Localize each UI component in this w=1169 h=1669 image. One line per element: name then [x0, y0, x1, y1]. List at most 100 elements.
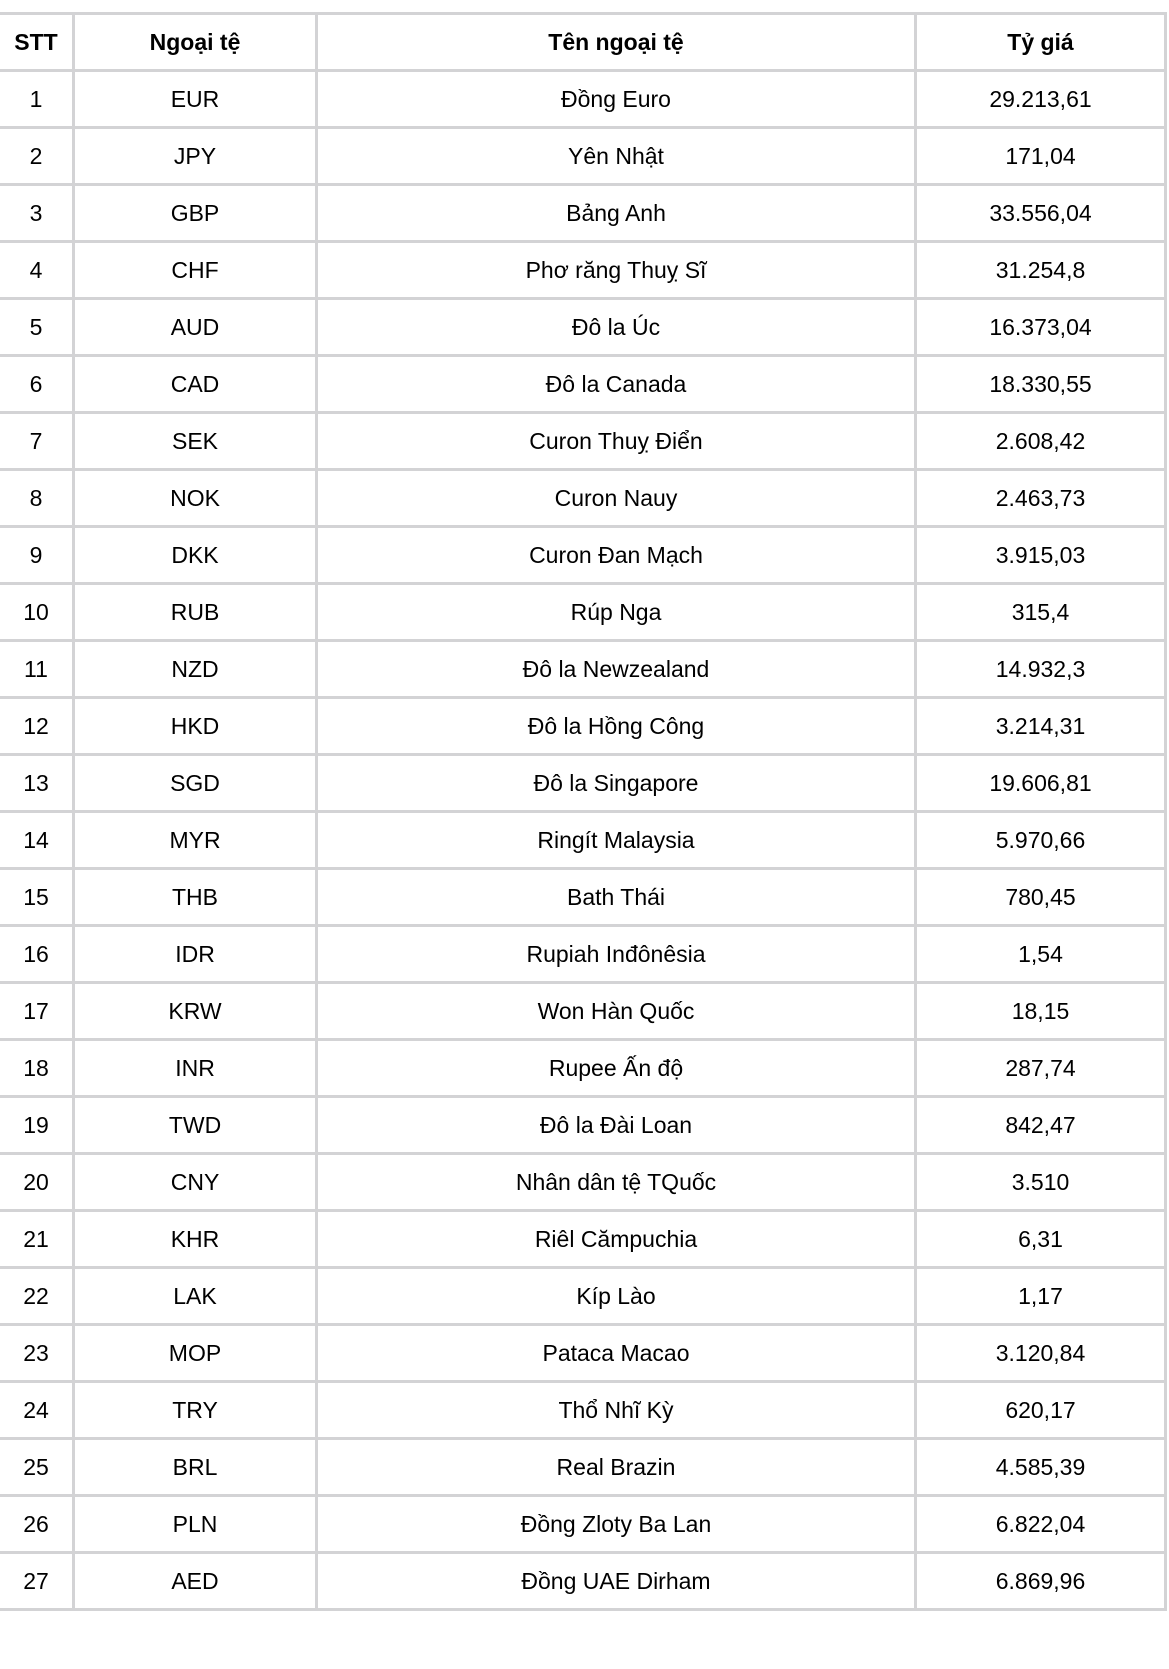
cell-stt: 14: [0, 810, 75, 870]
cell-currency-code: SEK: [72, 411, 318, 471]
cell-currency-name: Curon Nauy: [315, 468, 917, 528]
cell-currency-code: TWD: [72, 1095, 318, 1155]
cell-exchange-rate: 315,4: [914, 582, 1167, 642]
cell-exchange-rate: 3.214,31: [914, 696, 1167, 756]
cell-currency-name: Bath Thái: [315, 867, 917, 927]
cell-currency-code: EUR: [72, 69, 318, 129]
table-row: 26 PLN Đồng Zloty Ba Lan 6.822,04: [0, 1494, 1167, 1554]
table-row: 7 SEK Curon Thuỵ Điển 2.608,42: [0, 411, 1167, 471]
cell-currency-code: CHF: [72, 240, 318, 300]
cell-currency-name: Curon Đan Mạch: [315, 525, 917, 585]
cell-exchange-rate: 287,74: [914, 1038, 1167, 1098]
cell-exchange-rate: 3.120,84: [914, 1323, 1167, 1383]
cell-currency-name: Đô la Hồng Công: [315, 696, 917, 756]
cell-stt: 13: [0, 753, 75, 813]
cell-exchange-rate: 4.585,39: [914, 1437, 1167, 1497]
table-row: 9 DKK Curon Đan Mạch 3.915,03: [0, 525, 1167, 585]
cell-exchange-rate: 6.869,96: [914, 1551, 1167, 1611]
table-row: 17 KRW Won Hàn Quốc 18,15: [0, 981, 1167, 1041]
cell-currency-name: Real Brazin: [315, 1437, 917, 1497]
cell-stt: 18: [0, 1038, 75, 1098]
table-row: 16 IDR Rupiah Inđônêsia 1,54: [0, 924, 1167, 984]
cell-currency-name: Thổ Nhĩ Kỳ: [315, 1380, 917, 1440]
cell-exchange-rate: 19.606,81: [914, 753, 1167, 813]
cell-currency-code: JPY: [72, 126, 318, 186]
table-row: 27 AED Đồng UAE Dirham 6.869,96: [0, 1551, 1167, 1611]
cell-stt: 2: [0, 126, 75, 186]
cell-currency-code: CNY: [72, 1152, 318, 1212]
cell-stt: 7: [0, 411, 75, 471]
table-row: 22 LAK Kíp Lào 1,17: [0, 1266, 1167, 1326]
table-row: 5 AUD Đô la Úc 16.373,04: [0, 297, 1167, 357]
cell-currency-code: KHR: [72, 1209, 318, 1269]
cell-currency-code: MYR: [72, 810, 318, 870]
cell-exchange-rate: 18,15: [914, 981, 1167, 1041]
cell-stt: 5: [0, 297, 75, 357]
table-row: 24 TRY Thổ Nhĩ Kỳ 620,17: [0, 1380, 1167, 1440]
cell-exchange-rate: 33.556,04: [914, 183, 1167, 243]
cell-currency-name: Rúp Nga: [315, 582, 917, 642]
cell-exchange-rate: 1,54: [914, 924, 1167, 984]
table-row: 4 CHF Phơ răng Thuỵ Sĩ 31.254,8: [0, 240, 1167, 300]
cell-currency-name: Đô la Úc: [315, 297, 917, 357]
header-exchange-rate: Tỷ giá: [914, 12, 1167, 72]
cell-stt: 24: [0, 1380, 75, 1440]
table-row: 13 SGD Đô la Singapore 19.606,81: [0, 753, 1167, 813]
cell-exchange-rate: 29.213,61: [914, 69, 1167, 129]
cell-currency-name: Curon Thuỵ Điển: [315, 411, 917, 471]
cell-currency-name: Đồng UAE Dirham: [315, 1551, 917, 1611]
cell-currency-name: Kíp Lào: [315, 1266, 917, 1326]
cell-stt: 21: [0, 1209, 75, 1269]
cell-exchange-rate: 3.510: [914, 1152, 1167, 1212]
cell-stt: 4: [0, 240, 75, 300]
cell-currency-name: Pataca Macao: [315, 1323, 917, 1383]
table-row: 3 GBP Bảng Anh 33.556,04: [0, 183, 1167, 243]
cell-exchange-rate: 3.915,03: [914, 525, 1167, 585]
table-row: 11 NZD Đô la Newzealand 14.932,3: [0, 639, 1167, 699]
table-row: 15 THB Bath Thái 780,45: [0, 867, 1167, 927]
cell-currency-code: BRL: [72, 1437, 318, 1497]
cell-stt: 16: [0, 924, 75, 984]
cell-currency-code: RUB: [72, 582, 318, 642]
cell-stt: 6: [0, 354, 75, 414]
cell-stt: 12: [0, 696, 75, 756]
table-row: 21 KHR Riêl Cămpuchia 6,31: [0, 1209, 1167, 1269]
cell-stt: 8: [0, 468, 75, 528]
cell-currency-code: NOK: [72, 468, 318, 528]
cell-currency-name: Ringít Malaysia: [315, 810, 917, 870]
table-row: 23 MOP Pataca Macao 3.120,84: [0, 1323, 1167, 1383]
cell-currency-code: LAK: [72, 1266, 318, 1326]
header-currency-name: Tên ngoại tệ: [315, 12, 917, 72]
cell-exchange-rate: 780,45: [914, 867, 1167, 927]
cell-currency-code: CAD: [72, 354, 318, 414]
cell-currency-name: Đô la Đài Loan: [315, 1095, 917, 1155]
cell-exchange-rate: 1,17: [914, 1266, 1167, 1326]
table-row: 2 JPY Yên Nhật 171,04: [0, 126, 1167, 186]
cell-currency-name: Đô la Singapore: [315, 753, 917, 813]
table-header-row: STT Ngoại tệ Tên ngoại tệ Tỷ giá: [0, 12, 1167, 72]
cell-currency-name: Đô la Canada: [315, 354, 917, 414]
cell-stt: 15: [0, 867, 75, 927]
cell-currency-name: Phơ răng Thuỵ Sĩ: [315, 240, 917, 300]
cell-currency-name: Nhân dân tệ TQuốc: [315, 1152, 917, 1212]
cell-currency-name: Rupiah Inđônêsia: [315, 924, 917, 984]
cell-currency-code: SGD: [72, 753, 318, 813]
table-row: 14 MYR Ringít Malaysia 5.970,66: [0, 810, 1167, 870]
cell-stt: 17: [0, 981, 75, 1041]
cell-currency-code: IDR: [72, 924, 318, 984]
cell-currency-code: INR: [72, 1038, 318, 1098]
header-stt: STT: [0, 12, 75, 72]
cell-stt: 11: [0, 639, 75, 699]
table-row: 10 RUB Rúp Nga 315,4: [0, 582, 1167, 642]
cell-currency-code: MOP: [72, 1323, 318, 1383]
cell-currency-code: PLN: [72, 1494, 318, 1554]
cell-stt: 1: [0, 69, 75, 129]
cell-currency-name: Đồng Euro: [315, 69, 917, 129]
cell-currency-code: AUD: [72, 297, 318, 357]
cell-currency-code: TRY: [72, 1380, 318, 1440]
table-row: 18 INR Rupee Ấn độ 287,74: [0, 1038, 1167, 1098]
cell-currency-code: GBP: [72, 183, 318, 243]
cell-currency-code: THB: [72, 867, 318, 927]
cell-stt: 3: [0, 183, 75, 243]
cell-exchange-rate: 6.822,04: [914, 1494, 1167, 1554]
